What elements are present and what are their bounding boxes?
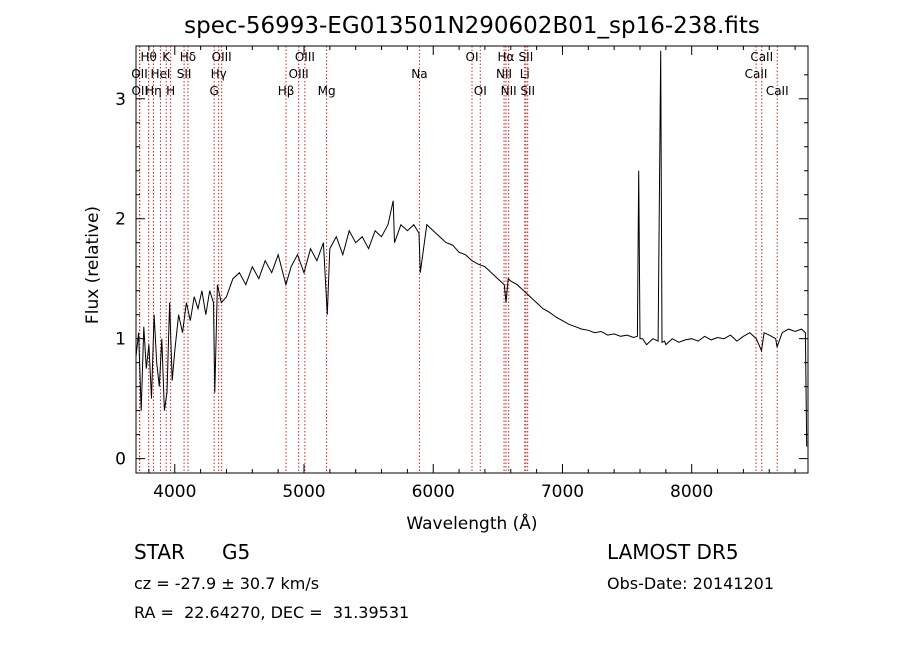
line-marker-label: Hβ <box>278 84 295 98</box>
line-marker-label: SII <box>519 50 534 64</box>
line-marker-label: OI <box>474 84 487 98</box>
x-tick-label: 4000 <box>153 482 196 502</box>
survey-name: LAMOST DR5 <box>607 540 739 564</box>
x-axis: 4000 5000 6000 7000 8000 <box>148 46 796 502</box>
line-marker-label: G <box>210 84 219 98</box>
line-marker-label: Hη <box>145 84 162 98</box>
y-tick-label: 3 <box>115 90 126 110</box>
line-marker-label: Hα <box>498 50 515 64</box>
object-class: STAR <box>134 540 185 564</box>
chart-title: spec-56993-EG013501N290602B01_sp16-238.f… <box>184 13 760 39</box>
x-tick-label: 7000 <box>541 482 584 502</box>
y-axis-label: Flux (relative) <box>83 206 103 324</box>
line-marker-label: CaII <box>766 84 789 98</box>
x-axis-label: Wavelength (Å) <box>406 512 537 534</box>
y-tick-label: 2 <box>115 210 126 230</box>
x-tick-label: 6000 <box>412 482 455 502</box>
line-marker-label: Na <box>411 67 427 81</box>
y-axis: 0 1 2 3 <box>115 74 808 470</box>
line-marker-label: OII <box>131 67 148 81</box>
line-marker-label: NII <box>496 67 512 81</box>
obs-date: Obs-Date: 20141201 <box>607 574 775 593</box>
line-marker-label: OI <box>466 50 479 64</box>
y-tick-label: 0 <box>115 450 126 470</box>
line-marker-label: SII <box>177 67 192 81</box>
object-subclass: G5 <box>222 540 251 564</box>
line-marker-label: K <box>162 50 171 64</box>
x-tick-label: 5000 <box>282 482 325 502</box>
line-marker-label: OIII <box>295 50 315 64</box>
line-marker-label: Hγ <box>211 67 227 81</box>
spectrum-series-line <box>135 50 808 447</box>
line-marker-label: H <box>166 84 175 98</box>
y-tick-label: 1 <box>115 330 126 350</box>
line-marker-group <box>138 46 778 473</box>
line-marker-label: OIII <box>212 50 232 64</box>
line-marker-label: Hθ <box>140 50 156 64</box>
redshift-line: cz = -27.9 ± 30.7 km/s <box>134 574 320 593</box>
x-tick-label: 8000 <box>670 482 713 502</box>
line-marker-label: Li <box>520 67 530 81</box>
plot-frame <box>135 45 809 474</box>
line-marker-label: Hδ <box>180 50 196 64</box>
ra-dec-line: RA = 22.64270, DEC = 31.39531 <box>134 603 410 622</box>
line-marker-label: OIII <box>289 67 309 81</box>
line-marker-label: Mg <box>318 84 336 98</box>
line-marker-label: CaII <box>745 67 768 81</box>
line-marker-label: NII <box>501 84 517 98</box>
line-marker-label: HeI <box>150 67 170 81</box>
line-marker-label: SII <box>520 84 535 98</box>
line-marker-label: CaII <box>750 50 773 64</box>
